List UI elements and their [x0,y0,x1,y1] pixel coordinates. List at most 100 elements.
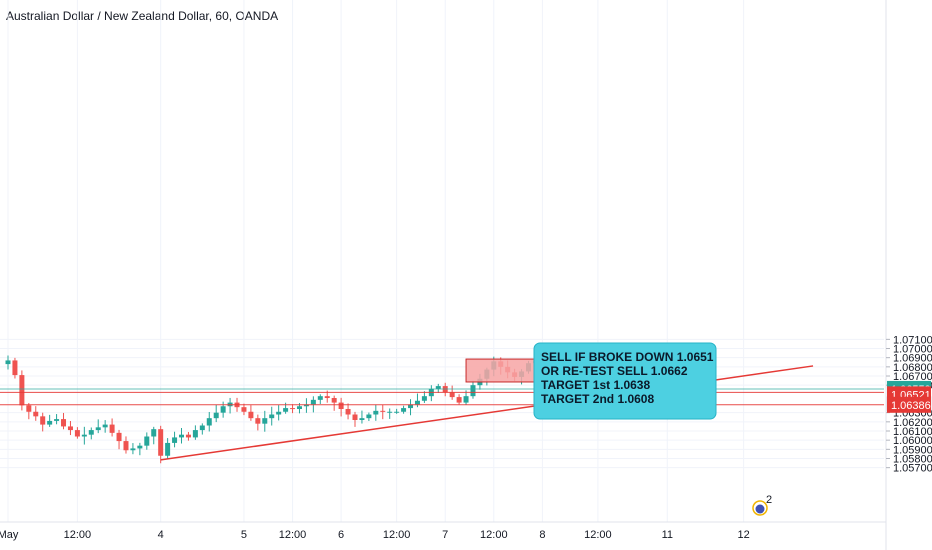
candle [137,442,143,456]
candle-body [123,441,129,451]
candle-body [158,429,164,456]
candle [269,406,275,426]
candle-body [213,412,219,419]
candle-body [366,414,372,419]
time-axis: May 12:00 4 5 12:00 6 12:00 7 12:00 8 12:00 11 12 [0,521,886,541]
price-tick-label: 1.06100 [893,426,932,438]
level-2-label[interactable]: 1.06386 [887,396,931,413]
candle-body [47,420,53,425]
candle [435,383,441,393]
candle-body [61,419,67,427]
candle [192,425,198,440]
candle [401,405,407,414]
candle [88,427,94,440]
price-axis: 1.071001.070001.069001.068001.067001.066… [885,0,932,550]
time-tick-label: 4 [158,529,164,541]
candle-body [449,392,455,398]
candle [394,408,400,414]
candle [151,426,157,445]
candle [144,432,150,450]
candle-body [165,442,171,456]
callout-box[interactable] [533,342,717,420]
level-2-label-bg [887,396,931,413]
price-tick-label: 1.05900 [893,444,932,456]
candle [26,403,32,420]
candle-body [172,437,178,443]
candle-body [74,430,80,437]
candle-body [435,386,441,389]
candle-body [192,430,198,438]
candle-body [380,410,386,412]
candle [12,357,18,379]
candle [61,412,67,430]
candle-body [137,445,143,449]
candle-body [331,398,337,403]
candle-body [199,425,205,431]
candle-body [5,360,11,365]
candle [262,410,268,432]
candle-body [81,434,87,437]
badge-avatar-icon [755,504,765,514]
badge-count: 2 [766,494,772,506]
callout-line-1: SELL IF BROKE DOWN 1.0651 [541,350,714,364]
chart-title: Australian Dollar / New Zealand Dollar, … [6,9,279,23]
candle-body [88,430,94,435]
candle-body [269,414,275,419]
time-tick-label: 12:00 [279,529,307,541]
time-tick-label: 12:00 [480,529,508,541]
price-tick-label: 1.06200 [893,417,932,429]
candle [387,408,393,419]
candle-body [54,419,60,421]
candle [81,426,87,445]
candle-body [206,418,212,426]
candle-body [102,424,108,428]
time-tick-label: 12 [738,529,750,541]
candle-body [262,418,268,424]
candle-body [241,407,247,412]
price-tick-label: 1.07000 [893,344,932,356]
price-tick-label: 1.05700 [893,463,932,475]
price-tick-label: 1.06000 [893,435,932,447]
level-2-label-text: 1.06386 [891,400,931,412]
candle [33,406,39,421]
candle-body [40,416,46,425]
price-tick-label: 1.06900 [893,353,932,365]
candle-body [345,409,351,415]
candle-body [248,411,254,419]
candle [373,404,379,421]
candle [179,427,184,444]
candle-body [352,414,358,421]
callout-line-3: TARGET 1st 1.0638 [541,378,650,392]
candle [67,420,73,436]
candle-body [290,408,296,410]
candle-body [179,434,184,438]
candle-body [67,426,73,431]
candle [338,397,344,417]
candle [158,425,164,464]
candle-body [185,434,191,438]
candle [428,385,434,402]
candle-body [151,429,157,437]
candle [359,410,365,424]
candle [255,414,261,431]
candle [109,418,115,437]
candle-body [19,375,25,406]
candle-body [303,404,309,407]
candle-body [414,400,420,405]
time-tick-label: 6 [338,529,344,541]
candle [345,403,351,420]
candle-body [463,396,469,403]
candle [380,404,386,420]
candle-body [109,424,115,433]
candle [456,394,462,405]
candle [248,405,254,421]
candle [317,394,323,404]
time-tick-label: 11 [662,529,673,541]
time-tick-label: 12:00 [64,529,92,541]
candle [352,411,358,427]
time-tick-label: 12:00 [584,529,612,541]
candle [220,401,226,418]
price-tick-label: 1.05800 [893,454,932,466]
callout-line-2: OR RE-TEST SELL 1.0662 [541,364,688,378]
